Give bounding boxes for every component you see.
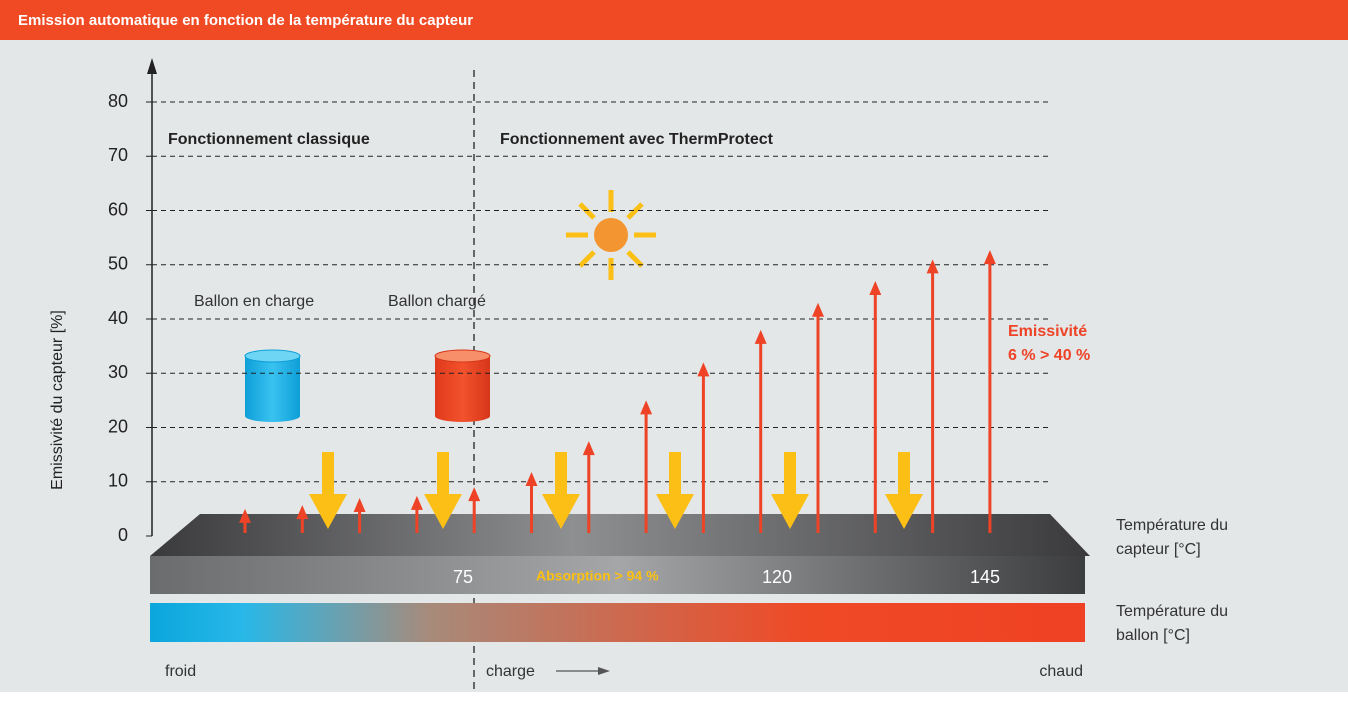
scale-label: charge [486,663,535,680]
emission-arrow-head [697,362,710,377]
tank-scale [150,603,1085,642]
tank-label: Ballon chargé [388,293,486,310]
sun [594,218,628,252]
absorption-arrow [542,452,580,529]
tank-cold [245,356,300,422]
emission-note: Emissivité [1008,323,1087,340]
section-label: Fonctionnement classique [168,131,370,148]
emission-arrow-head [525,471,538,486]
y-tick-label: 80 [108,91,128,111]
emission-arrow-head [468,487,481,502]
y-tick-label: 30 [108,362,128,382]
x-axis-label: capteur [°C] [1116,541,1201,558]
tank-axis-label: Température du [1116,603,1228,620]
y-tick-label: 60 [108,199,128,219]
absorption-arrow [424,452,462,529]
emission-arrow-head [640,400,653,415]
emission-arrow-head [926,259,939,274]
y-tick-label: 10 [108,471,128,491]
absorption-arrow [771,452,809,529]
y-tick-label: 50 [108,254,128,274]
scale-label: froid [165,663,196,680]
absorption-arrow [885,452,923,529]
emission-arrow-head [296,505,309,520]
y-tick-label: 40 [108,308,128,328]
absorption-arrow [656,452,694,529]
emission-arrow-head [812,302,824,317]
emission-arrow-head [983,250,996,265]
chart-title: Emission automatique en fonction de la t… [18,12,473,29]
tank-hot [435,356,490,422]
y-tick-label: 0 [118,525,128,545]
emission-arrow-head [410,495,423,510]
y-tick-label: 20 [108,416,128,436]
y-axis-arrow [147,58,157,74]
tank-hot-top [434,349,491,363]
header-bar [0,0,1348,40]
x-tick-label: 145 [970,567,1000,587]
emission-arrow-head [869,281,882,296]
sun-rays [566,190,656,280]
section-label: Fonctionnement avec ThermProtect [500,131,774,148]
emission-arrow-head [754,329,767,344]
absorption-label: Absorption > 94 % [536,568,659,584]
collector-front [150,556,1085,594]
tank-axis-label: ballon [°C] [1116,627,1190,644]
x-axis-label: Température du [1116,517,1228,534]
tank-cold-top [244,349,301,363]
tank-label: Ballon en charge [194,293,314,310]
absorption-arrow [309,452,347,529]
x-tick-label: 120 [762,567,792,587]
emission-arrow-head [239,508,251,523]
y-axis-label: Emissivité du capteur [%] [49,310,66,490]
y-tick-label: 70 [108,145,128,165]
collector-top [150,514,1090,556]
charge-arrow-head [598,667,610,675]
x-tick-label: 75 [453,567,473,587]
emission-arrow-head [582,441,595,456]
emission-note: 6 % > 40 % [1008,347,1090,364]
emission-arrow-head [353,498,366,513]
scale-label: chaud [1039,663,1083,680]
